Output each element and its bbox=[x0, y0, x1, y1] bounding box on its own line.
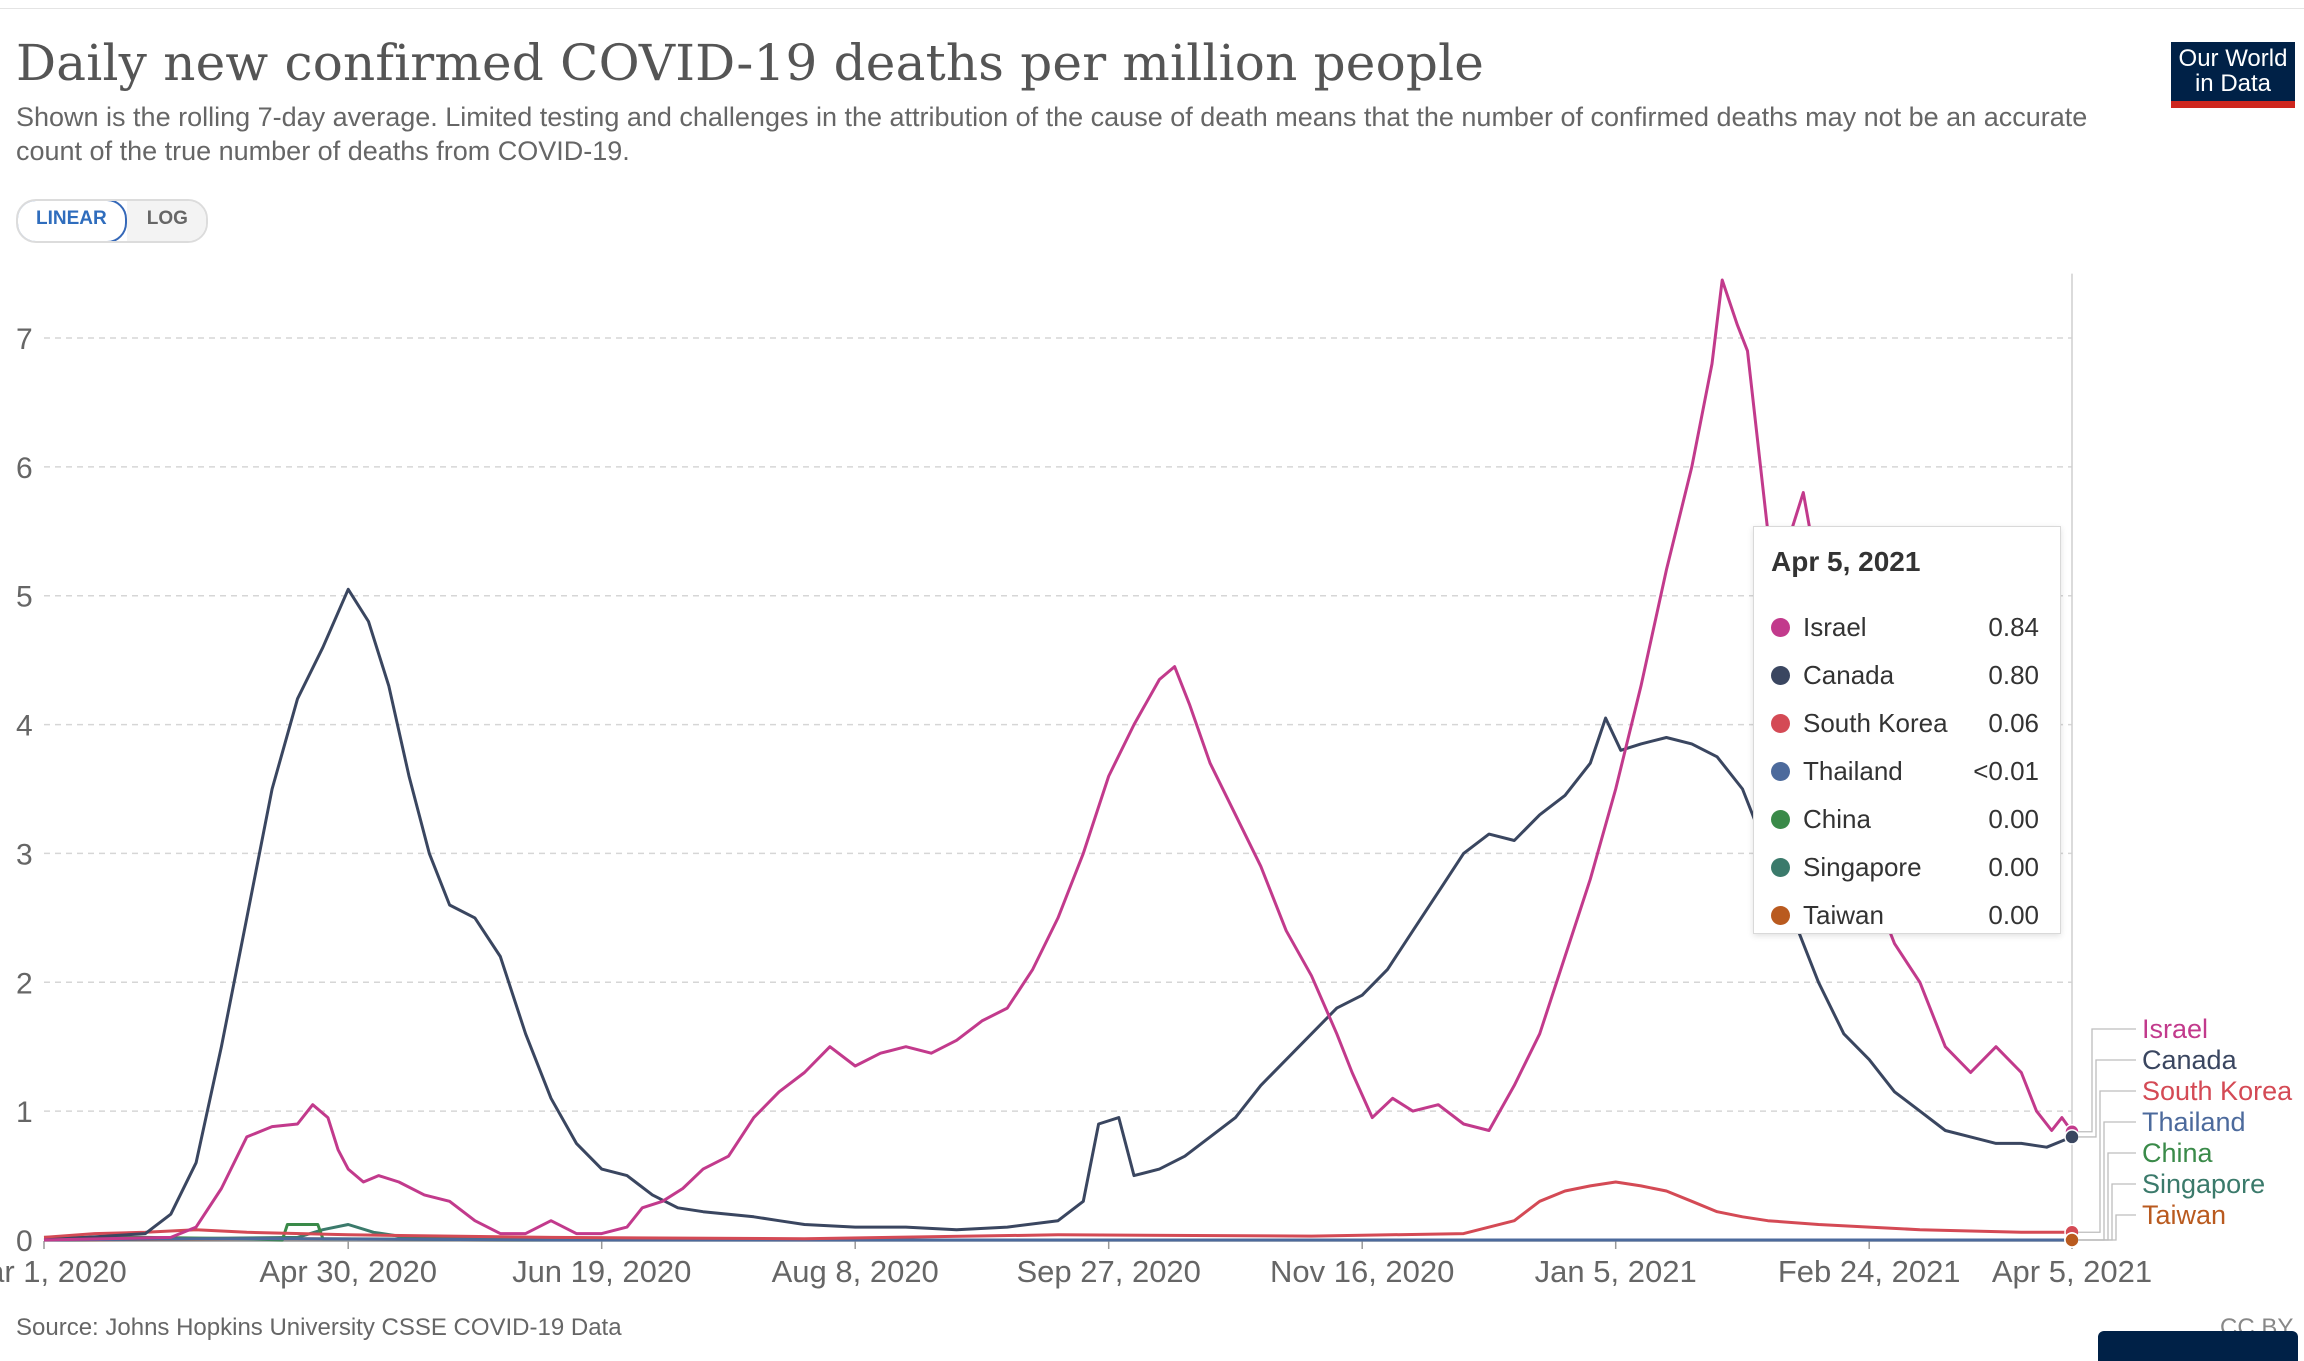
tooltip-country: Thailand bbox=[1803, 756, 1903, 786]
tooltip-country: Singapore bbox=[1803, 852, 1922, 882]
x-tick-label: Aug 8, 2020 bbox=[772, 1254, 939, 1289]
tooltip-value: 0.84 bbox=[1988, 612, 2039, 642]
tooltip-row: South Korea 0.06 bbox=[1771, 705, 2051, 745]
tooltip-country: China bbox=[1803, 804, 1871, 834]
series-dot-icon bbox=[1771, 618, 1790, 637]
legend-connector bbox=[2078, 1183, 2136, 1241]
legend-label-canada: Canada bbox=[2142, 1045, 2238, 1075]
logo-line-1: Our World bbox=[2178, 45, 2288, 72]
x-tick-label: Feb 24, 2021 bbox=[1778, 1254, 1961, 1289]
tooltip-row: Thailand <0.01 bbox=[1771, 753, 2051, 793]
series-line-thailand bbox=[43, 1237, 2072, 1242]
legend-label-israel: Israel bbox=[2142, 1014, 2208, 1044]
hover-tooltip: Apr 5, 2021 Israel 0.84 Canada 0.80 Sout… bbox=[1753, 526, 2061, 934]
legend-connector bbox=[2078, 1028, 2136, 1133]
logo-line-2: in Data bbox=[2194, 70, 2272, 97]
tooltip-value: 0.00 bbox=[1988, 804, 2039, 834]
line-chart[interactable]: 0 1 2 3 4 5 6 7 Mar 1, 2020 Apr 30, 2020 Jun 19, 2… bbox=[0, 260, 2304, 1310]
tooltip-value: 0.06 bbox=[1988, 708, 2039, 738]
scale-toggle: LINEAR LOG bbox=[16, 199, 208, 243]
legend-connector bbox=[2078, 1059, 2136, 1138]
x-tick-label: Apr 30, 2020 bbox=[259, 1254, 437, 1289]
tooltip-row: Israel 0.84 bbox=[1771, 609, 2051, 649]
end-point-canada bbox=[2064, 1129, 2080, 1145]
tooltip-value: 0.80 bbox=[1988, 660, 2039, 690]
y-tick-label: 3 bbox=[16, 838, 33, 871]
logo-accent-bar bbox=[2171, 101, 2295, 108]
tooltip-country: South Korea bbox=[1803, 708, 1948, 738]
x-tick-label: Sep 27, 2020 bbox=[1016, 1254, 1200, 1289]
log-scale-button[interactable]: LOG bbox=[126, 201, 206, 241]
legend-label-china: China bbox=[2142, 1138, 2214, 1168]
x-tick-label: Apr 5, 2021 bbox=[1992, 1254, 2152, 1289]
series-dot-icon bbox=[1771, 666, 1790, 685]
x-tick-label: Mar 1, 2020 bbox=[0, 1254, 127, 1289]
y-tick-label: 0 bbox=[16, 1225, 33, 1258]
y-tick-label: 7 bbox=[16, 323, 33, 356]
tooltip-value: 0.00 bbox=[1988, 852, 2039, 882]
chart-subtitle: Shown is the rolling 7-day average. Limi… bbox=[16, 102, 2088, 166]
legend-connector bbox=[2078, 1090, 2136, 1233]
x-tick-label: Jun 19, 2020 bbox=[512, 1254, 691, 1289]
tooltip-value: <0.01 bbox=[1973, 756, 2039, 786]
x-tick-label: Nov 16, 2020 bbox=[1270, 1254, 1454, 1289]
series-dot-icon bbox=[1771, 714, 1790, 733]
legend-label-south-korea: South Korea bbox=[2142, 1076, 2293, 1106]
series-dot-icon bbox=[1771, 810, 1790, 829]
series-dot-icon bbox=[1771, 762, 1790, 781]
top-border bbox=[0, 0, 2304, 9]
tooltip-row: Singapore 0.00 bbox=[1771, 849, 2051, 889]
y-tick-label: 1 bbox=[16, 1096, 33, 1129]
tooltip-country: Israel bbox=[1803, 612, 1867, 642]
linear-scale-button[interactable]: LINEAR bbox=[17, 201, 127, 241]
series-dot-icon bbox=[1771, 906, 1790, 925]
legend-label-thailand: Thailand bbox=[2142, 1107, 2246, 1137]
legend-connector bbox=[2078, 1214, 2136, 1241]
legend-label-singapore: Singapore bbox=[2142, 1169, 2265, 1199]
chart-title: Daily new confirmed COVID-19 deaths per … bbox=[16, 34, 1485, 92]
tooltip-row: Taiwan 0.00 bbox=[1771, 897, 2051, 937]
x-tick-label: Jan 5, 2021 bbox=[1535, 1254, 1697, 1289]
legend-connector bbox=[2078, 1121, 2136, 1241]
end-point-taiwan bbox=[2064, 1232, 2080, 1248]
source-note[interactable]: Source: Johns Hopkins University CSSE CO… bbox=[16, 1314, 622, 1341]
owid-logo[interactable]: Our World in Data bbox=[2171, 42, 2295, 108]
tooltip-row: Canada 0.80 bbox=[1771, 657, 2051, 697]
y-tick-label: 6 bbox=[16, 452, 33, 485]
tooltip-country: Canada bbox=[1803, 660, 1895, 690]
y-tick-label: 4 bbox=[16, 710, 33, 743]
tooltip-value: 0.00 bbox=[1988, 900, 2039, 930]
tooltip-row: China 0.00 bbox=[1771, 801, 2051, 841]
legend-label-taiwan: Taiwan bbox=[2142, 1200, 2226, 1230]
y-tick-label: 5 bbox=[16, 581, 33, 614]
subscribe-button[interactable] bbox=[2098, 1331, 2298, 1361]
legend-connector bbox=[2078, 1152, 2136, 1241]
series-dot-icon bbox=[1771, 858, 1790, 877]
tooltip-date: Apr 5, 2021 bbox=[1771, 546, 1921, 577]
series-line-south-korea bbox=[43, 1180, 2072, 1241]
tooltip-country: Taiwan bbox=[1803, 900, 1884, 930]
y-tick-label: 2 bbox=[16, 967, 33, 1000]
